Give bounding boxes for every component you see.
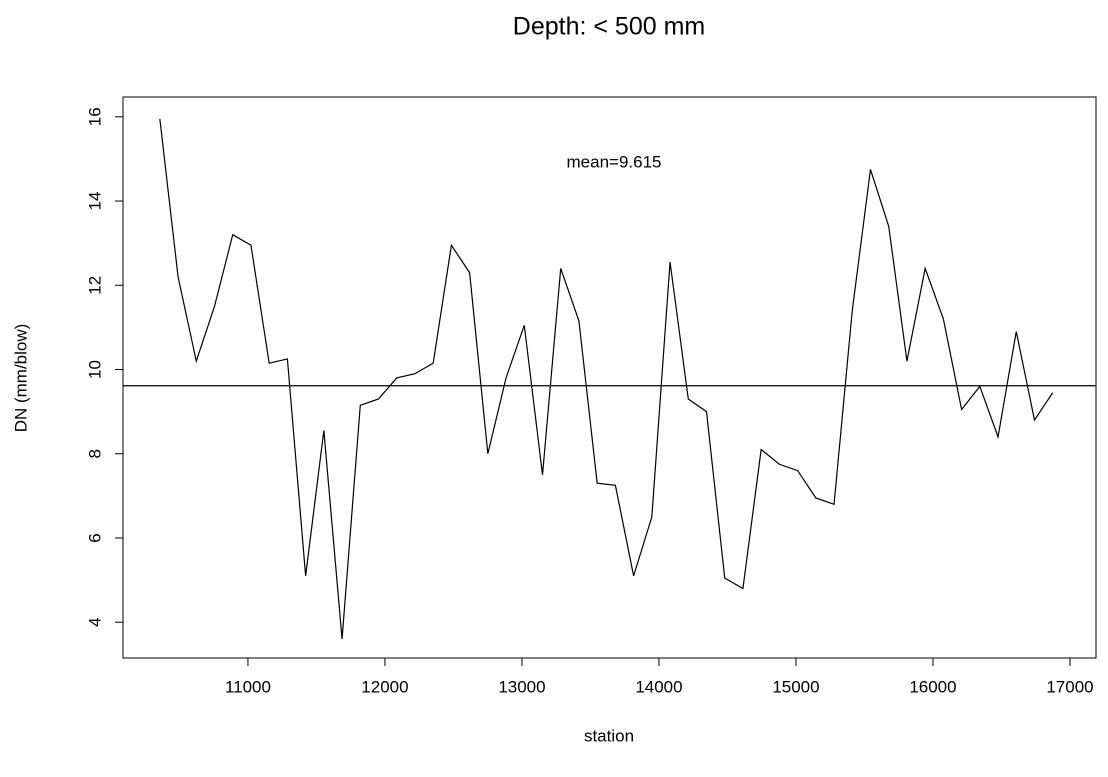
x-tick-label: 16000 — [909, 677, 956, 696]
y-tick-label: 16 — [85, 107, 104, 126]
y-tick-label: 6 — [85, 533, 104, 542]
plot-frame — [122, 96, 1097, 659]
y-tick-label: 4 — [85, 617, 104, 626]
y-tick-label: 12 — [85, 276, 104, 295]
x-tick-label: 12000 — [361, 677, 408, 696]
x-tick-label: 17000 — [1046, 677, 1093, 696]
mean-annotation: mean=9.615 — [567, 152, 662, 171]
x-tick-label: 15000 — [772, 677, 819, 696]
x-tick-label: 13000 — [498, 677, 545, 696]
x-tick-label: 14000 — [635, 677, 682, 696]
data-line — [159, 118, 1054, 640]
chart-title: Depth: < 500 mm — [513, 13, 705, 41]
y-tick-label: 10 — [85, 360, 104, 379]
y-tick-label: 8 — [85, 449, 104, 458]
x-tick-label: 11000 — [225, 677, 271, 696]
y-tick-label: 14 — [85, 192, 104, 211]
y-axis-label: DN (mm/blow) — [11, 324, 30, 433]
x-axis-label: station — [584, 726, 634, 745]
